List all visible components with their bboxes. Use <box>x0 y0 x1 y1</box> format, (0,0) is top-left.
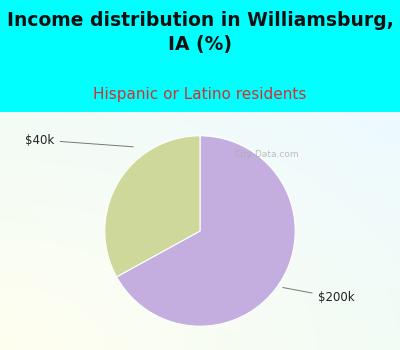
Wedge shape <box>105 136 200 277</box>
Text: Income distribution in Williamsburg,
IA (%): Income distribution in Williamsburg, IA … <box>7 11 393 54</box>
Text: $200k: $200k <box>283 287 354 304</box>
Text: City-Data.com: City-Data.com <box>234 150 299 159</box>
Text: Hispanic or Latino residents: Hispanic or Latino residents <box>93 87 307 102</box>
Text: $40k: $40k <box>25 133 133 147</box>
Wedge shape <box>116 136 295 326</box>
